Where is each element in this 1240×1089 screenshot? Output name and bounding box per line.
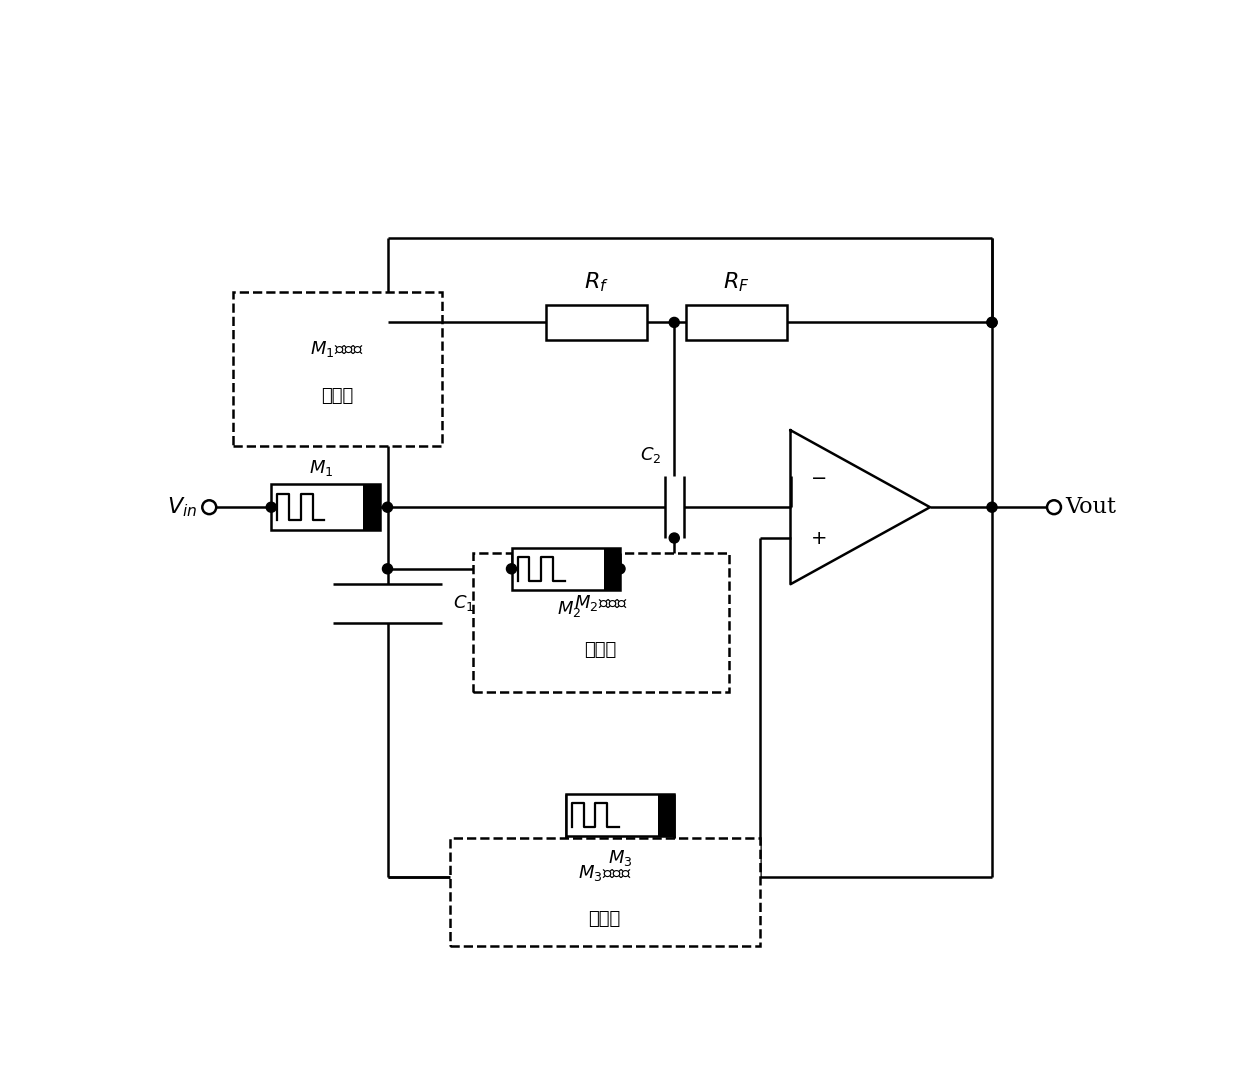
Text: 制电路: 制电路 [584, 640, 616, 659]
Circle shape [670, 317, 680, 328]
Circle shape [382, 564, 393, 574]
Bar [233, 292, 441, 445]
Circle shape [987, 317, 997, 328]
Bar [547, 305, 647, 340]
Bar [449, 839, 759, 946]
Bar [565, 794, 675, 836]
Bar [511, 548, 620, 590]
Text: $M_3$: $M_3$ [608, 848, 632, 868]
Bar [658, 794, 675, 836]
Text: $R_f$: $R_f$ [584, 270, 609, 294]
Text: $M_1$阻值控: $M_1$阻值控 [310, 340, 363, 359]
Text: $C_2$: $C_2$ [640, 445, 662, 465]
Text: Vout: Vout [1065, 497, 1117, 518]
Circle shape [987, 502, 997, 512]
Bar [686, 305, 786, 340]
Text: $-$: $-$ [810, 467, 826, 486]
Bar [472, 553, 729, 692]
Circle shape [987, 317, 997, 328]
Text: $M_1$: $M_1$ [310, 458, 334, 478]
Bar [363, 485, 379, 530]
Text: $+$: $+$ [810, 528, 826, 548]
Text: $M_2$阻值控: $M_2$阻值控 [574, 594, 627, 613]
Text: $M_2$: $M_2$ [558, 599, 582, 620]
Text: 制电路: 制电路 [588, 910, 621, 928]
Text: $C_1$: $C_1$ [454, 594, 475, 613]
Text: $R_F$: $R_F$ [723, 270, 749, 294]
Circle shape [615, 564, 625, 574]
Text: $V_{in}$: $V_{in}$ [167, 495, 197, 519]
Circle shape [506, 564, 517, 574]
Circle shape [267, 502, 277, 512]
Text: $M_3$阻值控: $M_3$阻值控 [578, 862, 631, 883]
Bar [272, 485, 379, 530]
Text: 制电路: 制电路 [321, 387, 353, 404]
Circle shape [670, 533, 680, 543]
Circle shape [382, 502, 393, 512]
Circle shape [1047, 500, 1061, 514]
Bar [604, 548, 620, 590]
Circle shape [202, 500, 216, 514]
